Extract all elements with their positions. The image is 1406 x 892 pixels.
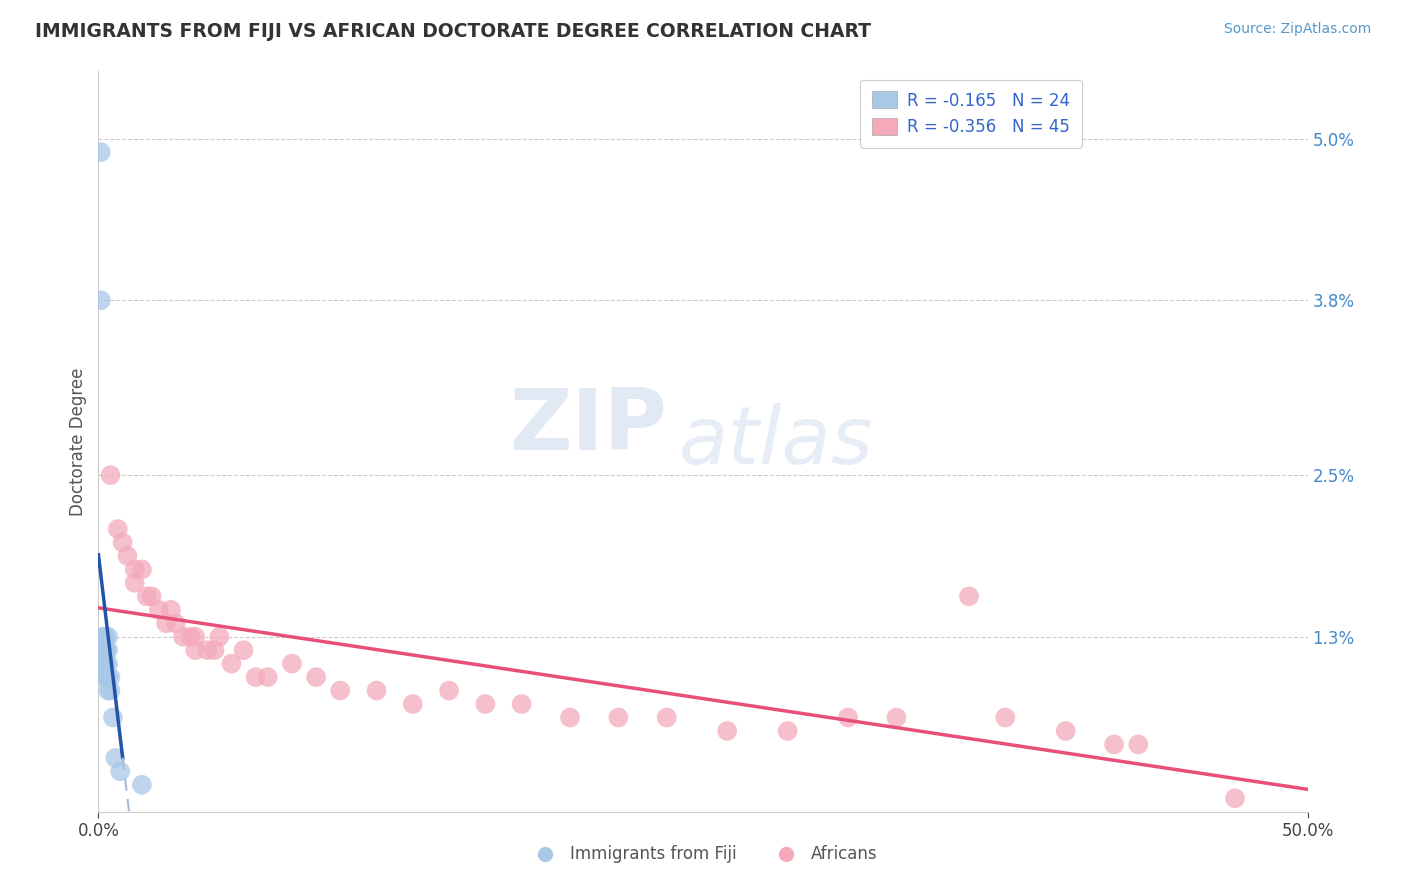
- Legend: Immigrants from Fiji, Africans: Immigrants from Fiji, Africans: [522, 838, 884, 870]
- Point: [957, 590, 980, 604]
- Point: [90, 145, 112, 160]
- Point: [558, 710, 581, 724]
- Point: [281, 657, 304, 671]
- Point: [97, 643, 120, 657]
- Point: [91, 643, 114, 657]
- Point: [655, 710, 678, 724]
- Point: [165, 616, 187, 631]
- Point: [184, 630, 207, 644]
- Point: [100, 468, 122, 483]
- Point: [90, 293, 112, 308]
- Point: [179, 630, 201, 644]
- Point: [97, 683, 120, 698]
- Point: [124, 575, 146, 590]
- Point: [94, 670, 117, 684]
- Point: [94, 643, 117, 657]
- Point: [155, 616, 177, 631]
- Point: [208, 630, 231, 644]
- Point: [131, 778, 153, 792]
- Point: [94, 643, 117, 657]
- Point: [994, 710, 1017, 724]
- Point: [607, 710, 630, 724]
- Text: IMMIGRANTS FROM FIJI VS AFRICAN DOCTORATE DEGREE CORRELATION CHART: IMMIGRANTS FROM FIJI VS AFRICAN DOCTORAT…: [35, 22, 872, 41]
- Point: [437, 683, 460, 698]
- Point: [776, 723, 799, 738]
- Point: [256, 670, 278, 684]
- Point: [141, 590, 163, 604]
- Point: [837, 710, 859, 724]
- Point: [195, 643, 218, 657]
- Point: [510, 697, 533, 711]
- Point: [97, 670, 120, 684]
- Point: [221, 657, 243, 671]
- Point: [91, 630, 114, 644]
- Point: [107, 522, 129, 536]
- Point: [1128, 738, 1150, 752]
- Point: [100, 670, 122, 684]
- Point: [94, 657, 117, 671]
- Point: [131, 562, 153, 576]
- Point: [135, 590, 157, 604]
- Text: ZIP: ZIP: [509, 385, 666, 468]
- Point: [172, 630, 194, 644]
- Point: [148, 603, 170, 617]
- Point: [101, 710, 124, 724]
- Point: [232, 643, 254, 657]
- Text: atlas: atlas: [679, 402, 873, 481]
- Point: [94, 630, 117, 644]
- Point: [204, 643, 226, 657]
- Point: [1223, 791, 1246, 805]
- Point: [97, 630, 120, 644]
- Point: [94, 670, 117, 684]
- Point: [1102, 738, 1125, 752]
- Point: [160, 603, 183, 617]
- Point: [91, 630, 114, 644]
- Point: [245, 670, 267, 684]
- Point: [97, 657, 120, 671]
- Point: [94, 657, 117, 671]
- Point: [108, 764, 131, 779]
- Point: [329, 683, 352, 698]
- Y-axis label: Doctorate Degree: Doctorate Degree: [69, 368, 87, 516]
- Point: [402, 697, 425, 711]
- Point: [117, 549, 139, 563]
- Point: [111, 535, 134, 549]
- Point: [1054, 723, 1077, 738]
- Point: [184, 643, 207, 657]
- Point: [886, 710, 908, 724]
- Text: Source: ZipAtlas.com: Source: ZipAtlas.com: [1223, 22, 1371, 37]
- Point: [305, 670, 328, 684]
- Point: [104, 751, 127, 765]
- Point: [124, 562, 146, 576]
- Point: [366, 683, 388, 698]
- Point: [474, 697, 496, 711]
- Point: [91, 643, 114, 657]
- Point: [100, 683, 122, 698]
- Point: [716, 723, 738, 738]
